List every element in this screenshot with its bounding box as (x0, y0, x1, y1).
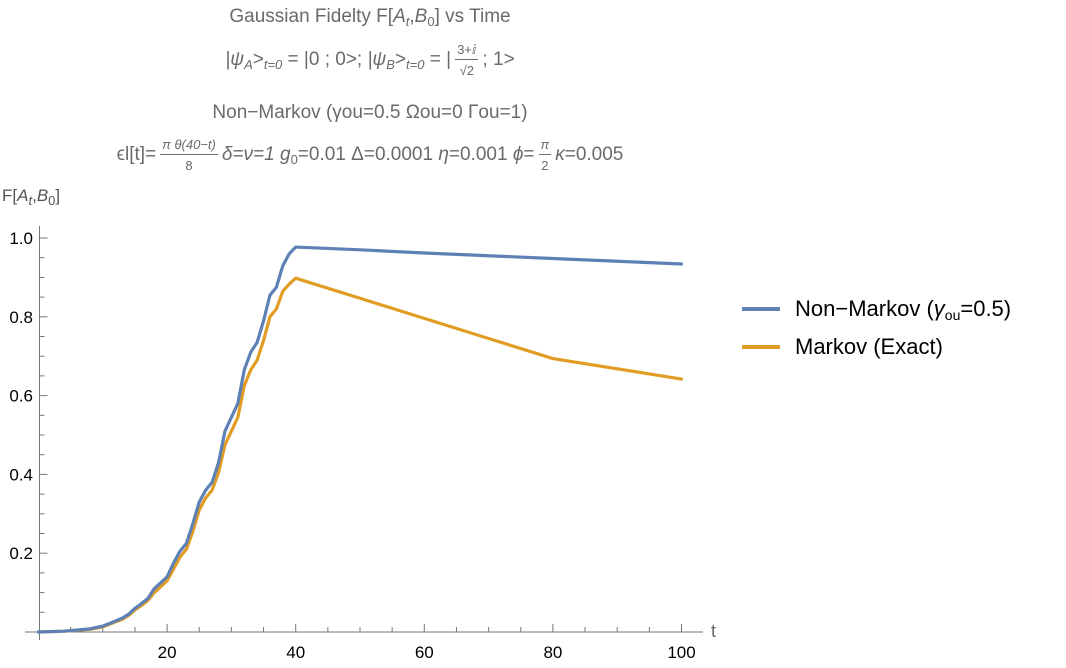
g-delta: =0.01 Δ=0.0001 (297, 144, 439, 166)
eps-den: 8 (185, 158, 193, 173)
legend-swatch-markov (742, 345, 780, 349)
fraction-alpha: 3+ⅈ √2 (455, 42, 479, 78)
y-tick-label: 1.0 (9, 229, 33, 248)
y-tick-label: 0.2 (9, 544, 33, 563)
phi-num: π (538, 137, 552, 155)
fraction-eps: π θ(40−t) 8 (160, 137, 218, 173)
legend-label-non-markov: Non−Markov (γou=0.5) (795, 296, 1012, 323)
title-A-sub: t (405, 14, 410, 29)
ou-params: Non−Markov (γou=0.5 Ωou=0 Γou=1) (212, 102, 528, 123)
phi-den: 2 (541, 158, 549, 173)
phi-label: ϕ (512, 144, 524, 166)
eta-label: η (438, 144, 449, 166)
psiA: |ψ (225, 49, 245, 71)
y-tick-label: 0.6 (9, 387, 33, 406)
series-line-non-markov (36, 245, 684, 634)
subtitle-initial-states: |ψA>t=0 = |0 ; 0>; |ψB>t=0 = | 3+ⅈ √2; 1> (0, 42, 740, 78)
x-axis-label: t (711, 621, 717, 641)
legend-label-markov: Markov (Exact) (795, 334, 943, 359)
title-comma: , (409, 6, 415, 27)
title-B-sub: 0 (427, 14, 435, 29)
x-tick-label: 60 (415, 643, 434, 662)
delta-nu: δ=ν=1 (221, 144, 280, 166)
subtitle-params-ou: Non−Markov (γou=0.5 Ωou=0 Γou=1) (0, 102, 740, 124)
x-tick-label: 40 (286, 643, 305, 662)
t0-b: t=0 (406, 57, 425, 73)
g-sub: 0 (290, 152, 298, 168)
title-B: B (414, 6, 428, 27)
x-tick-label: 20 (158, 643, 177, 662)
psiB-sub: B (386, 57, 395, 73)
y-tick-label: 0.8 (9, 308, 33, 327)
axes: 20 40 60 80 100 0.2 0.4 0.6 0.8 1.0 (9, 226, 703, 662)
state-mid: = |0 ; 0>; (282, 49, 368, 71)
psiB: |ψ (367, 49, 387, 71)
eta-value: =0.001 (448, 144, 513, 166)
state-end: ; 1> (482, 49, 515, 71)
x-tick-label: 100 (667, 643, 695, 662)
legend-swatch-non-markov (742, 307, 780, 311)
series-line-markov (36, 276, 684, 634)
series-lines (36, 245, 684, 634)
legend: Non−Markov (γou=0.5) Markov (Exact) (742, 290, 1011, 366)
chart-title: Gaussian Fidelty F[At,B0] vs Time (0, 6, 740, 28)
title-suffix: ] vs Time (434, 6, 511, 27)
legend-item-non-markov: Non−Markov (γou=0.5) (742, 290, 1011, 328)
legend-item-markov: Markov (Exact) (742, 328, 1011, 366)
g-label: g (279, 144, 291, 166)
frac-den: √2 (459, 63, 474, 78)
y-axis-label: F[At,B0] (2, 186, 61, 208)
x-tick-label: 80 (543, 643, 562, 662)
gt2: > (394, 49, 407, 71)
psiA-sub: A (244, 57, 253, 73)
t0-a: t=0 (263, 57, 283, 73)
gt1: > (252, 49, 264, 71)
y-tick-label: 0.4 (9, 465, 33, 484)
title-text: Gaussian Fidelty F[ (229, 6, 394, 27)
phi-eq: = (523, 144, 535, 166)
kappa-label: κ (555, 144, 565, 166)
state-eq: = | (424, 49, 452, 71)
eps-label: ϵl[t]= (116, 144, 157, 166)
kappa-value: =0.005 (564, 144, 624, 166)
subtitle-params: ϵl[t]= π θ(40−t) 8 δ=ν=1 g0=0.01 Δ=0.0001 η… (0, 137, 740, 173)
title-A: A (393, 6, 406, 27)
frac-num: 3+ⅈ (455, 42, 479, 60)
eps-num: π θ(40−t) (160, 137, 218, 155)
